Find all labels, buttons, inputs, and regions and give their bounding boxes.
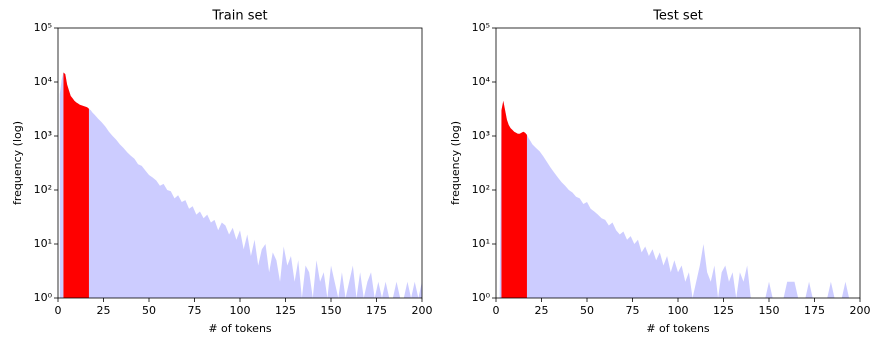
y-axis-label: frequency (log) <box>11 121 24 205</box>
x-tick-label: 175 <box>366 304 387 317</box>
x-tick-label: 50 <box>142 304 156 317</box>
x-tick-label: 50 <box>580 304 594 317</box>
x-tick-label: 175 <box>804 304 825 317</box>
area <box>59 72 422 298</box>
y-tick-label: 10² <box>34 183 52 196</box>
x-tick-label: 125 <box>713 304 734 317</box>
x-tick-label: 25 <box>97 304 111 317</box>
highlight-area <box>63 72 89 298</box>
y-axis-label: frequency (log) <box>449 121 462 205</box>
y-tick-label: 10² <box>472 183 490 196</box>
x-tick-label: 125 <box>275 304 296 317</box>
y-tick-label: 10⁵ <box>472 21 490 34</box>
x-tick-label: 100 <box>230 304 251 317</box>
x-tick-label: 75 <box>626 304 640 317</box>
chart-title: Train set <box>211 9 267 24</box>
y-tick-label: 10³ <box>472 129 490 142</box>
x-axis-label: # of tokens <box>208 322 272 335</box>
area <box>497 100 860 298</box>
x-tick-label: 25 <box>535 304 549 317</box>
y-tick-label: 10¹ <box>472 237 490 250</box>
x-tick-label: 150 <box>759 304 780 317</box>
highlight-area <box>501 100 527 298</box>
x-tick-label: 0 <box>493 304 500 317</box>
y-tick-label: 10⁰ <box>34 291 53 304</box>
x-axis-label: # of tokens <box>646 322 710 335</box>
y-tick-label: 10³ <box>34 129 52 142</box>
x-tick-label: 200 <box>850 304 871 317</box>
y-tick-label: 10⁰ <box>472 291 491 304</box>
y-tick-label: 10¹ <box>34 237 52 250</box>
chart-title: Test set <box>652 9 703 24</box>
y-tick-label: 10⁴ <box>34 75 53 88</box>
x-tick-label: 100 <box>668 304 689 317</box>
y-tick-label: 10⁵ <box>34 21 52 34</box>
x-tick-label: 200 <box>412 304 433 317</box>
x-tick-label: 0 <box>55 304 62 317</box>
y-tick-label: 10⁴ <box>472 75 491 88</box>
x-tick-label: 75 <box>188 304 202 317</box>
x-tick-label: 150 <box>321 304 342 317</box>
